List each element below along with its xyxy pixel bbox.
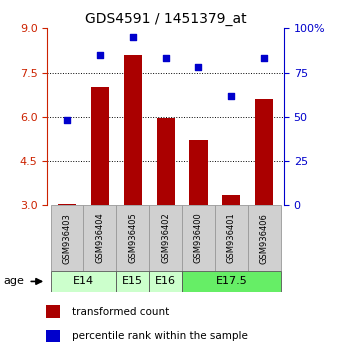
Point <box>64 118 70 123</box>
Bar <box>182 271 281 292</box>
Bar <box>116 205 149 271</box>
Text: percentile rank within the sample: percentile rank within the sample <box>72 331 248 341</box>
Point <box>262 56 267 61</box>
Text: GSM936406: GSM936406 <box>260 213 269 263</box>
Bar <box>124 55 142 205</box>
Title: GDS4591 / 1451379_at: GDS4591 / 1451379_at <box>85 12 246 26</box>
Text: E14: E14 <box>73 276 94 286</box>
Bar <box>58 204 76 205</box>
Text: GSM936403: GSM936403 <box>63 213 72 263</box>
Text: transformed count: transformed count <box>72 307 169 316</box>
Text: GSM936404: GSM936404 <box>95 213 104 263</box>
Text: GSM936400: GSM936400 <box>194 213 203 263</box>
Point <box>196 64 201 70</box>
Bar <box>222 195 240 205</box>
Point <box>97 52 103 58</box>
Bar <box>46 330 60 342</box>
Bar <box>51 205 83 271</box>
Point <box>228 93 234 98</box>
Text: E17.5: E17.5 <box>215 276 247 286</box>
Bar <box>116 271 149 292</box>
Bar <box>255 99 273 205</box>
Bar <box>51 271 116 292</box>
Bar <box>156 118 175 205</box>
Bar <box>83 205 116 271</box>
Bar <box>149 205 182 271</box>
Bar <box>248 205 281 271</box>
Point <box>163 56 168 61</box>
Bar <box>215 205 248 271</box>
Text: age: age <box>3 276 24 286</box>
Bar <box>182 205 215 271</box>
Text: E15: E15 <box>122 276 143 286</box>
Bar <box>46 306 60 318</box>
Text: GSM936405: GSM936405 <box>128 213 137 263</box>
Point <box>130 34 136 40</box>
Bar <box>189 141 208 205</box>
Text: GSM936401: GSM936401 <box>227 213 236 263</box>
Text: E16: E16 <box>155 276 176 286</box>
Bar <box>91 87 109 205</box>
Bar <box>149 271 182 292</box>
Text: GSM936402: GSM936402 <box>161 213 170 263</box>
